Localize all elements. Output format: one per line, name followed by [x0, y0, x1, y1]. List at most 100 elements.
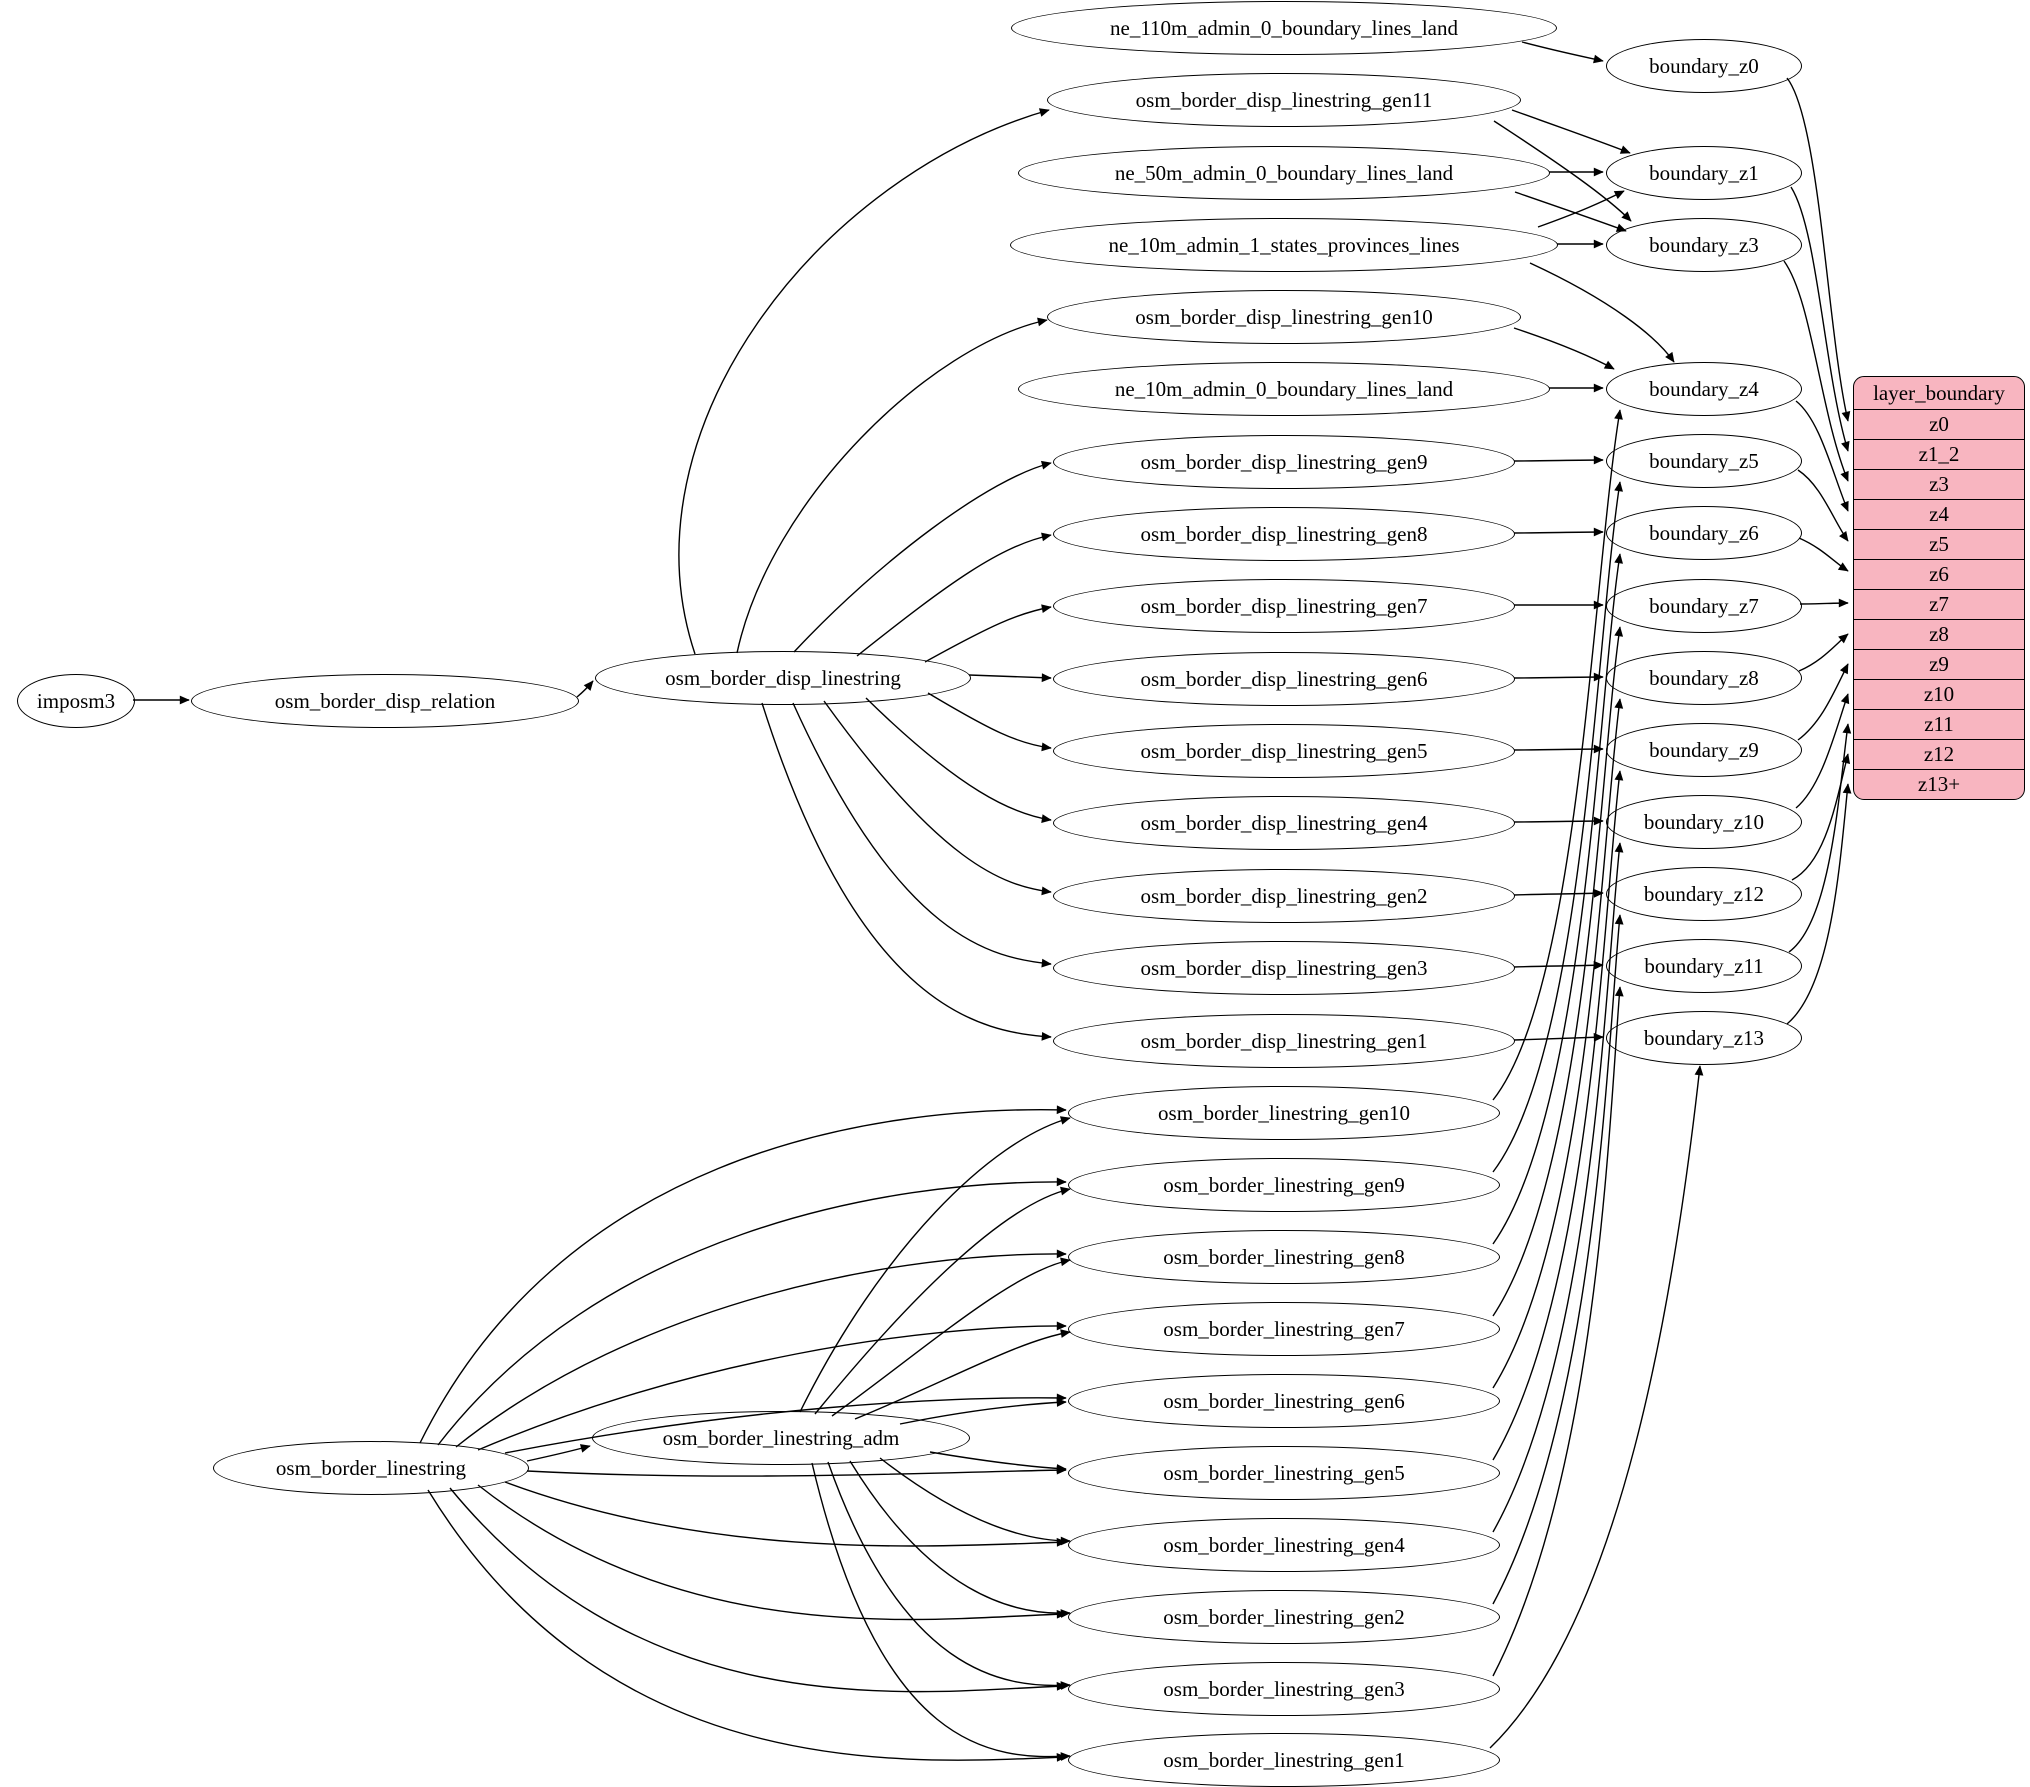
node-osm_border_disp_linestring_gen5: osm_border_disp_linestring_gen5 [1053, 724, 1515, 778]
edge-osm_border_linestring_gen5-to-boundary_z9 [1492, 770, 1624, 1461]
node-osm_border_linestring_gen1: osm_border_linestring_gen1 [1068, 1733, 1500, 1787]
node-label-boundary_z1: boundary_z1 [1649, 160, 1759, 185]
node-label-boundary_z12: boundary_z12 [1643, 881, 1765, 906]
node-osm_border_disp_linestring: osm_border_disp_linestring [595, 651, 971, 705]
edge-osm_border_linestring-to-osm_border_linestring_adm [526, 1444, 591, 1462]
node-label-osm_border_linestring_gen10: osm_border_linestring_gen10 [1158, 1100, 1410, 1125]
node-label-boundary_z13: boundary_z13 [1643, 1025, 1765, 1050]
record-title: layer_boundary [1873, 380, 2005, 405]
node-label-boundary_z6: boundary_z6 [1649, 520, 1759, 545]
edge-osm_border_disp_linestring-to-osm_border_disp_linestring_gen11 [678, 108, 1050, 655]
record-row-z13+: z13+ [1854, 769, 2024, 799]
node-label-osm_border_disp_linestring_gen10: osm_border_disp_linestring_gen10 [1135, 304, 1433, 329]
node-osm_border_linestring_gen5: osm_border_linestring_gen5 [1068, 1446, 1500, 1500]
edge-osm_border_linestring_adm-to-osm_border_linestring_gen8 [831, 1257, 1071, 1417]
record-row-z3: z3 [1854, 469, 2024, 499]
node-label-osm_border_disp_relation: osm_border_disp_relation [274, 688, 496, 713]
edge-osm_border_disp_linestring-to-osm_border_disp_linestring_gen8 [856, 532, 1052, 657]
edge-osm_border_disp_linestring-to-osm_border_disp_linestring_gen5 [927, 692, 1052, 752]
node-osm_border_linestring_gen10: osm_border_linestring_gen10 [1068, 1086, 1500, 1140]
node-boundary_z10: boundary_z10 [1606, 795, 1802, 849]
edge-osm_border_disp_linestring-to-osm_border_disp_linestring_gen7 [924, 604, 1052, 663]
node-ne_110m_admin_0_boundary_lines_land: ne_110m_admin_0_boundary_lines_land [1011, 1, 1557, 55]
node-osm_border_linestring: osm_border_linestring [213, 1441, 529, 1495]
record-row-z8: z8 [1854, 619, 2024, 649]
edge-ne_10m_admin_1_states_provinces_lines-to-boundary_z4 [1529, 262, 1675, 363]
node-label-osm_border_linestring_gen8: osm_border_linestring_gen8 [1163, 1244, 1405, 1269]
edge-boundary_z9-to-layer_boundary_z9 [1797, 663, 1849, 741]
node-label-osm_border_linestring_gen1: osm_border_linestring_gen1 [1163, 1747, 1405, 1772]
node-osm_border_disp_linestring_gen11: osm_border_disp_linestring_gen11 [1047, 73, 1521, 127]
record-row-z9: z9 [1854, 649, 2024, 679]
node-boundary_z5: boundary_z5 [1606, 434, 1802, 488]
node-osm_border_linestring_gen9: osm_border_linestring_gen9 [1068, 1158, 1500, 1212]
node-osm_border_linestring_gen4: osm_border_linestring_gen4 [1068, 1518, 1500, 1572]
edge-osm_border_disp_linestring_gen3-to-boundary_z11 [1513, 960, 1604, 970]
edge-osm_border_linestring_adm-to-osm_border_linestring_gen1 [811, 1462, 1071, 1761]
node-boundary_z7: boundary_z7 [1606, 579, 1802, 633]
node-label-osm_border_disp_linestring_gen2: osm_border_disp_linestring_gen2 [1140, 883, 1428, 908]
node-label-boundary_z3: boundary_z3 [1649, 232, 1759, 257]
edge-ne_50m_admin_0_boundary_lines_land-to-boundary_z3 [1514, 191, 1627, 232]
node-label-osm_border_linestring_gen3: osm_border_linestring_gen3 [1163, 1676, 1405, 1701]
edge-osm_border_disp_linestring_gen5-to-boundary_z9 [1513, 744, 1604, 754]
node-label-osm_border_linestring_gen2: osm_border_linestring_gen2 [1163, 1604, 1405, 1629]
edge-osm_border_linestring-to-osm_border_linestring_gen1 [427, 1489, 1067, 1762]
node-label-osm_border_linestring_adm: osm_border_linestring_adm [662, 1425, 900, 1450]
edge-osm_border_linestring_gen2-to-boundary_z12 [1492, 914, 1624, 1605]
edge-osm_border_disp_linestring-to-osm_border_disp_linestring_gen1 [761, 702, 1052, 1041]
node-label-ne_110m_admin_0_boundary_lines_land: ne_110m_admin_0_boundary_lines_land [1110, 15, 1458, 40]
edge-boundary_z7-to-layer_boundary_z7 [1799, 598, 1849, 608]
node-label-osm_border_linestring: osm_border_linestring [275, 1455, 467, 1480]
node-label-osm_border_disp_linestring_gen11: osm_border_disp_linestring_gen11 [1135, 87, 1433, 112]
node-boundary_z4: boundary_z4 [1606, 362, 1802, 416]
record-row-z12: z12 [1854, 739, 2024, 769]
node-label-osm_border_linestring_gen4: osm_border_linestring_gen4 [1163, 1532, 1405, 1557]
node-label-osm_border_disp_linestring_gen3: osm_border_disp_linestring_gen3 [1140, 955, 1428, 980]
edge-boundary_z1-to-layer_boundary_z1_2 [1790, 186, 1850, 452]
node-label-osm_border_disp_linestring_gen4: osm_border_disp_linestring_gen4 [1140, 810, 1428, 835]
node-label-osm_border_disp_linestring_gen6: osm_border_disp_linestring_gen6 [1140, 666, 1428, 691]
edge-osm_border_linestring-to-osm_border_linestring_gen9 [437, 1177, 1067, 1446]
node-label-osm_border_disp_linestring_gen1: osm_border_disp_linestring_gen1 [1140, 1028, 1428, 1053]
node-osm_border_disp_linestring_gen10: osm_border_disp_linestring_gen10 [1047, 290, 1521, 344]
node-label-imposm3: imposm3 [36, 688, 116, 713]
edge-osm_border_disp_linestring_gen8-to-boundary_z6 [1513, 527, 1604, 537]
edge-osm_border_linestring_adm-to-osm_border_linestring_gen5 [929, 1451, 1067, 1473]
node-label-ne_50m_admin_0_boundary_lines_land: ne_50m_admin_0_boundary_lines_land [1114, 160, 1454, 185]
node-label-osm_border_linestring_gen6: osm_border_linestring_gen6 [1163, 1388, 1405, 1413]
record-row-z11: z11 [1854, 709, 2024, 739]
node-osm_border_disp_linestring_gen2: osm_border_disp_linestring_gen2 [1053, 869, 1515, 923]
edge-boundary_z5-to-layer_boundary_z5 [1797, 469, 1849, 542]
edge-osm_border_disp_linestring_gen2-to-boundary_z12 [1513, 888, 1604, 898]
edge-osm_border_disp_linestring_gen10-to-boundary_z4 [1513, 327, 1615, 370]
edge-osm_border_linestring_adm-to-osm_border_linestring_gen4 [879, 1457, 1071, 1546]
node-label-osm_border_disp_linestring_gen7: osm_border_disp_linestring_gen7 [1140, 593, 1428, 618]
edge-osm_border_linestring-to-osm_border_linestring_gen5 [526, 1465, 1067, 1477]
edge-osm_border_linestring-to-osm_border_linestring_gen4 [504, 1481, 1067, 1547]
edge-osm_border_disp_linestring-to-osm_border_disp_linestring_gen6 [968, 673, 1052, 683]
edge-osm_border_disp_linestring_gen6-to-boundary_z8 [1513, 672, 1604, 682]
edge-boundary_z8-to-layer_boundary_z8 [1798, 633, 1849, 672]
edge-osm_border_disp_linestring-to-osm_border_disp_linestring_gen4 [865, 697, 1052, 823]
edge-osm_border_linestring_gen1-to-boundary_z13 [1489, 1065, 1704, 1749]
edge-osm_border_linestring-to-osm_border_linestring_gen10 [419, 1105, 1067, 1444]
edge-boundary_z6-to-layer_boundary_z6 [1798, 537, 1849, 572]
node-label-boundary_z11: boundary_z11 [1644, 953, 1764, 978]
node-label-osm_border_disp_linestring_gen9: osm_border_disp_linestring_gen9 [1140, 449, 1428, 474]
edge-osm_border_disp_linestring_gen4-to-boundary_z10 [1513, 816, 1604, 826]
node-osm_border_disp_relation: osm_border_disp_relation [191, 674, 579, 728]
node-label-boundary_z8: boundary_z8 [1649, 665, 1759, 690]
node-ne_50m_admin_0_boundary_lines_land: ne_50m_admin_0_boundary_lines_land [1018, 146, 1550, 200]
edge-osm_border_disp_linestring-to-osm_border_disp_linestring_gen9 [793, 460, 1052, 653]
node-label-osm_border_linestring_gen7: osm_border_linestring_gen7 [1163, 1316, 1405, 1341]
record-row-z4: z4 [1854, 499, 2024, 529]
node-label-osm_border_disp_linestring_gen8: osm_border_disp_linestring_gen8 [1140, 521, 1428, 546]
edge-osm_border_linestring_gen3-to-boundary_z11 [1492, 986, 1624, 1677]
record-row-z0: z0 [1854, 409, 2024, 439]
record-row-z10: z10 [1854, 679, 2024, 709]
edge-osm_border_linestring_gen4-to-boundary_z10 [1492, 842, 1624, 1533]
node-osm_border_linestring_gen6: osm_border_linestring_gen6 [1068, 1374, 1500, 1428]
record-row-z7: z7 [1854, 589, 2024, 619]
